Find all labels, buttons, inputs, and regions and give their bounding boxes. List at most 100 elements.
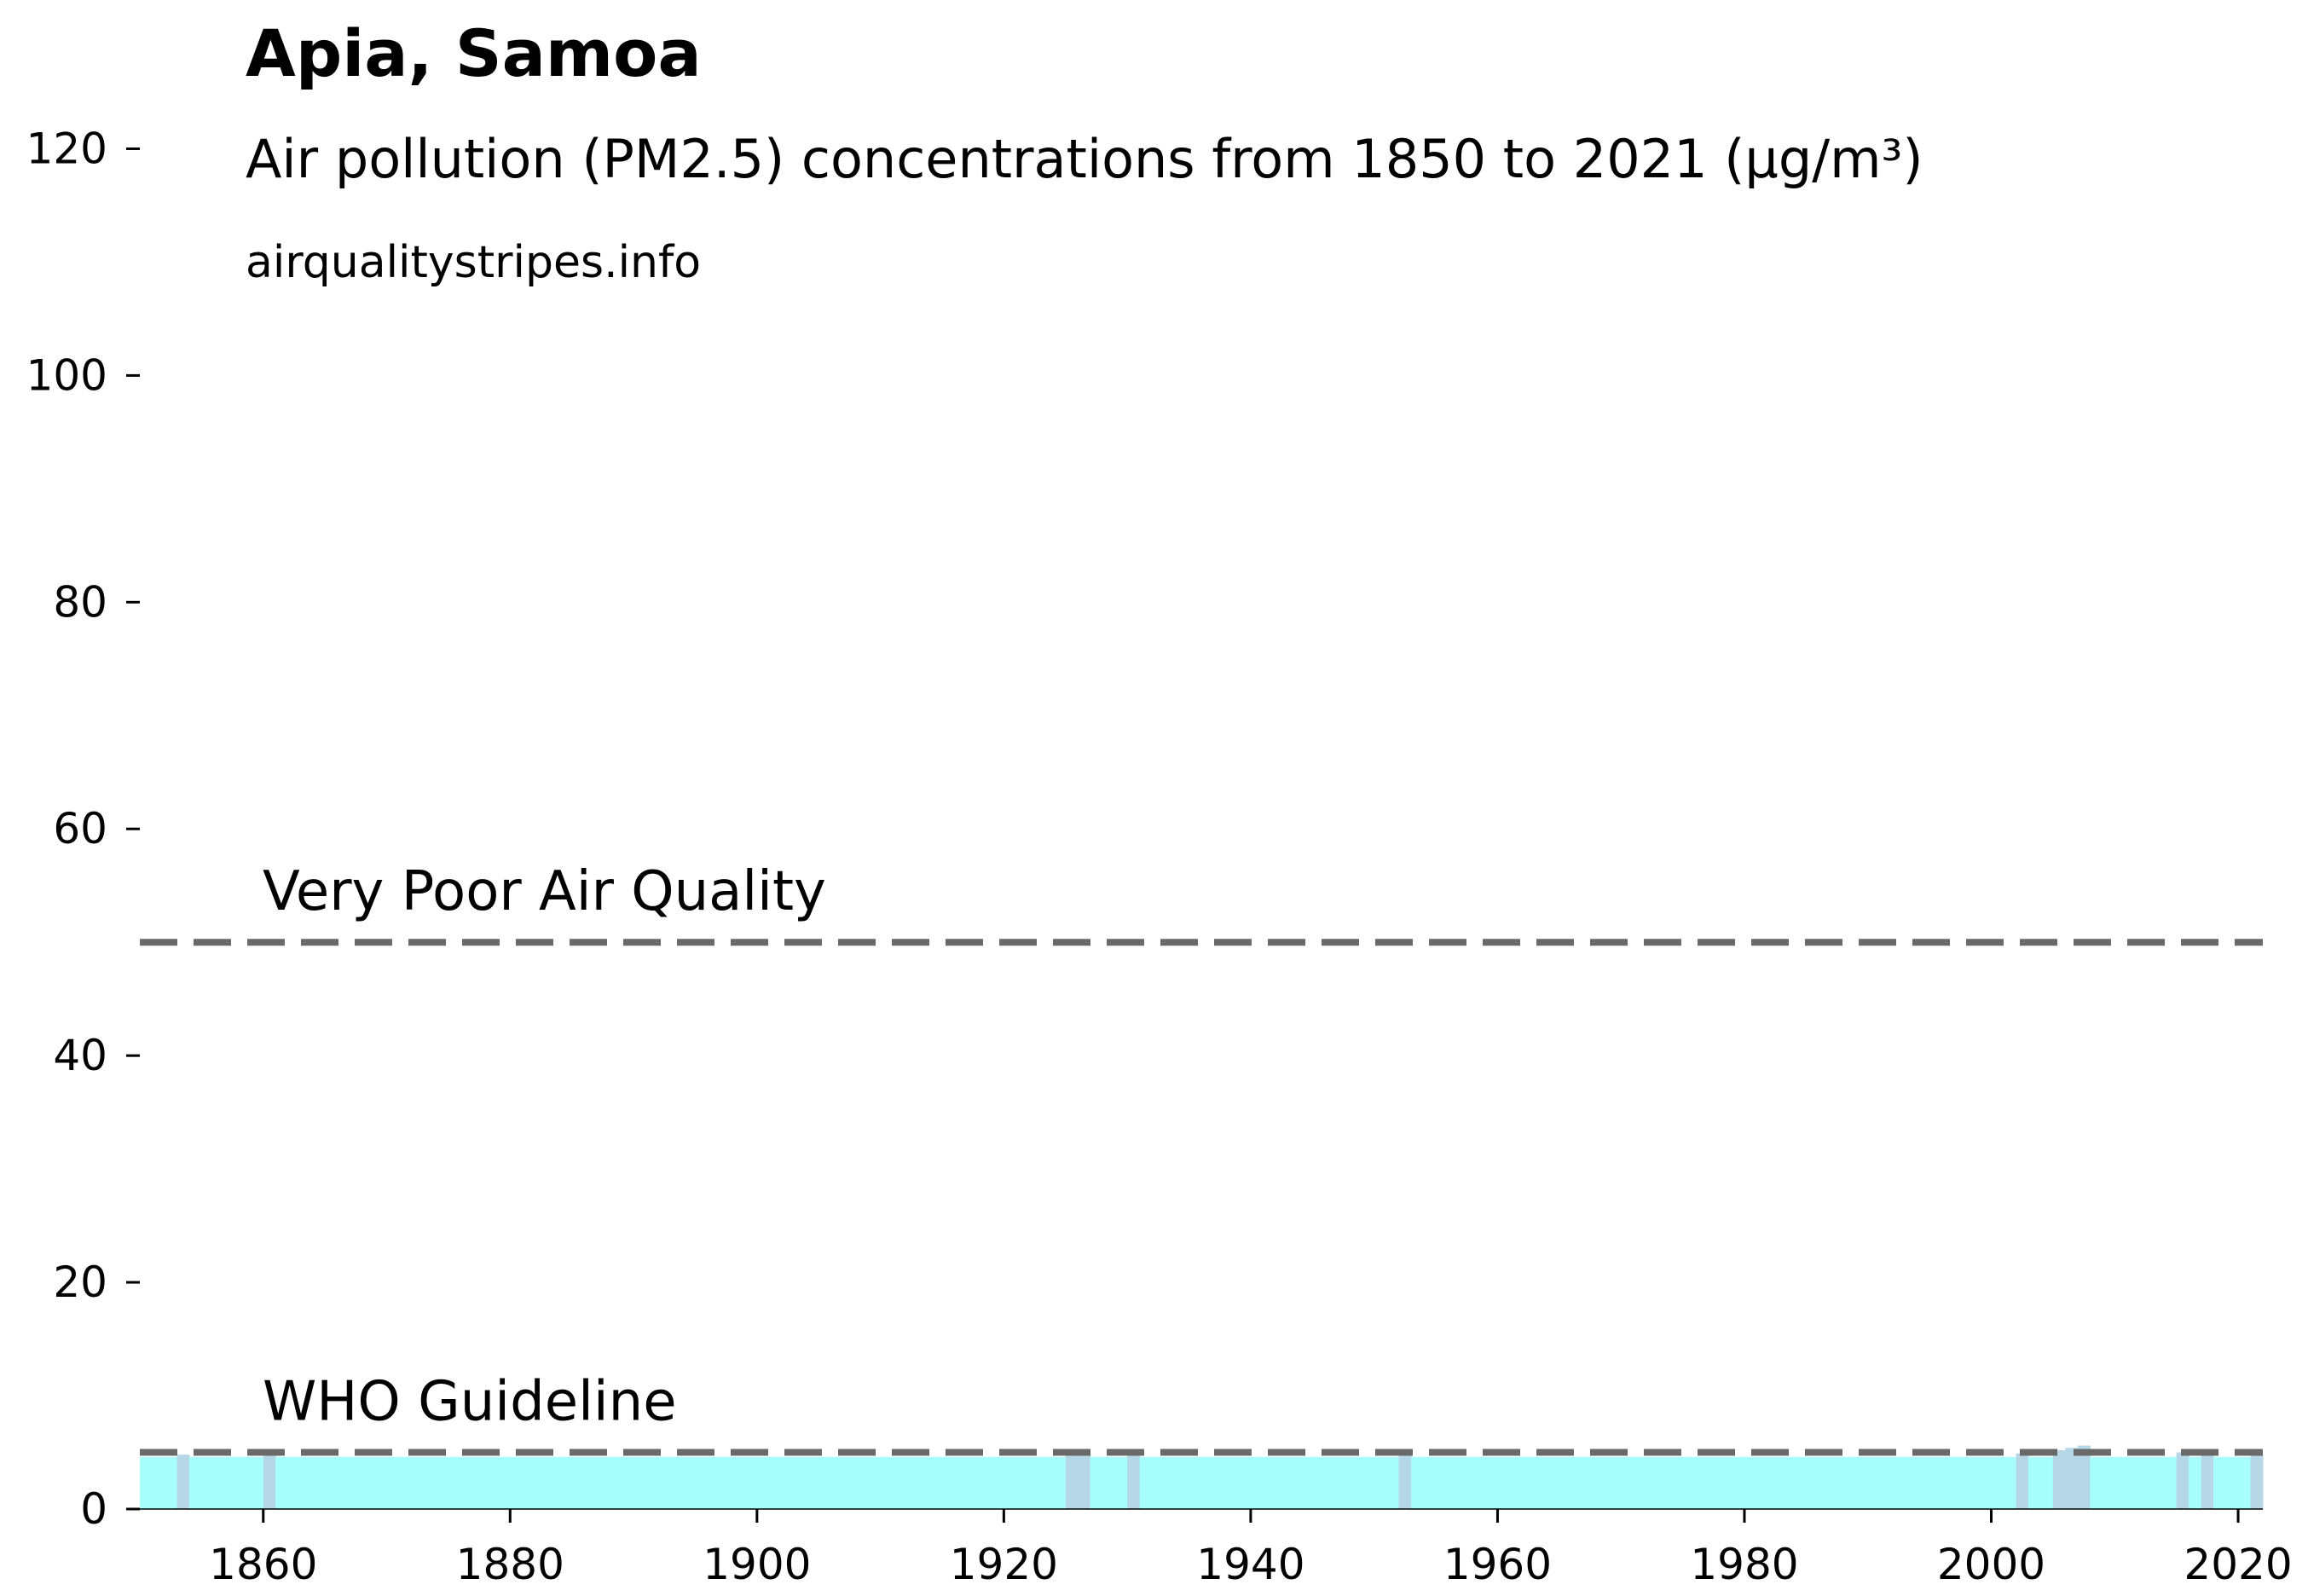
bar-1986 — [1818, 1456, 1831, 1509]
bar-1913 — [917, 1456, 931, 1509]
bar-1988 — [1842, 1456, 1856, 1509]
bar-1974 — [1670, 1456, 1684, 1509]
y-tick-label-60: 60 — [53, 804, 107, 853]
bar-1879 — [497, 1456, 511, 1509]
bar-1903 — [794, 1456, 807, 1509]
bar-1887 — [596, 1456, 610, 1509]
bar-1925 — [1065, 1453, 1079, 1509]
bar-1880 — [510, 1456, 523, 1509]
bar-1911 — [893, 1456, 906, 1509]
x-tick-label-1920: 1920 — [950, 1540, 1058, 1589]
bar-1981 — [1756, 1456, 1770, 1509]
bar-1902 — [781, 1456, 795, 1509]
bar-1858 — [238, 1456, 252, 1509]
bar-1868 — [362, 1456, 375, 1509]
bar-1916 — [954, 1456, 968, 1509]
bar-1992 — [1892, 1456, 1906, 1509]
bar-1855 — [201, 1456, 215, 1509]
x-tick-label-1940: 1940 — [1196, 1540, 1304, 1589]
y-tick-label-20: 20 — [53, 1258, 107, 1307]
bar-1863 — [300, 1456, 314, 1509]
bar-1977 — [1707, 1456, 1721, 1509]
bar-2007 — [2077, 1445, 2091, 1509]
bar-1928 — [1102, 1456, 1116, 1509]
bar-2008 — [2090, 1456, 2103, 1509]
bar-1859 — [251, 1456, 264, 1509]
bar-1982 — [1768, 1456, 1783, 1509]
bar-1940 — [1250, 1456, 1264, 1509]
bar-1942 — [1275, 1456, 1288, 1509]
bar-1951 — [1386, 1456, 1400, 1509]
bar-1978 — [1720, 1456, 1733, 1509]
bar-1856 — [213, 1456, 227, 1509]
bar-1906 — [830, 1456, 844, 1509]
bar-1953 — [1411, 1456, 1425, 1509]
bar-1904 — [806, 1456, 819, 1509]
bar-1921 — [1015, 1456, 1029, 1509]
reference-label-0: Very Poor Air Quality — [263, 860, 826, 923]
bar-1893 — [670, 1456, 684, 1509]
bar-1871 — [399, 1456, 413, 1509]
bar-1882 — [535, 1456, 548, 1509]
bar-1896 — [707, 1456, 721, 1509]
bars-group — [140, 1445, 2264, 1509]
bar-1867 — [350, 1456, 363, 1509]
bar-2017 — [2201, 1452, 2214, 1509]
bar-1864 — [312, 1456, 326, 1509]
bar-1947 — [1337, 1456, 1351, 1509]
bar-1923 — [1040, 1456, 1054, 1509]
reference-label-1: WHO Guideline — [263, 1371, 677, 1434]
y-tick-label-120: 120 — [26, 124, 107, 173]
x-tick-label-1960: 1960 — [1443, 1540, 1552, 1589]
bar-1860 — [263, 1454, 276, 1509]
y-tick-label-40: 40 — [53, 1031, 107, 1080]
bar-1958 — [1472, 1456, 1486, 1509]
bar-1959 — [1484, 1456, 1499, 1509]
bar-1972 — [1646, 1456, 1659, 1509]
bar-1872 — [411, 1456, 425, 1509]
x-tick-label-1980: 1980 — [1690, 1540, 1798, 1589]
bar-1993 — [1905, 1456, 1918, 1509]
bar-1894 — [682, 1456, 697, 1509]
bar-1949 — [1362, 1456, 1375, 1509]
bar-1919 — [991, 1456, 1004, 1509]
bar-1873 — [423, 1456, 437, 1509]
bar-1857 — [226, 1456, 240, 1509]
bar-1945 — [1312, 1456, 1326, 1509]
bar-1937 — [1213, 1456, 1227, 1509]
bar-1885 — [571, 1456, 585, 1509]
bar-1909 — [868, 1456, 882, 1509]
bar-1908 — [855, 1456, 869, 1509]
bar-1976 — [1695, 1456, 1709, 1509]
bar-1869 — [374, 1456, 388, 1509]
bar-1886 — [584, 1456, 598, 1509]
bar-1938 — [1225, 1456, 1240, 1509]
bar-1985 — [1806, 1456, 1819, 1509]
x-tick-label-1880: 1880 — [456, 1540, 564, 1589]
bar-2005 — [2052, 1449, 2066, 1509]
bar-2001 — [2003, 1456, 2017, 1509]
bar-1934 — [1177, 1456, 1190, 1509]
x-tick-label-2020: 2020 — [2184, 1540, 2292, 1589]
bar-1975 — [1682, 1456, 1696, 1509]
bar-1952 — [1398, 1454, 1412, 1509]
bar-1927 — [1090, 1456, 1103, 1509]
bar-2012 — [2139, 1456, 2153, 1509]
axes-group: 0 20 40 60 80 100 120 1860 1880 1900 1920 1940 1960 1… — [26, 124, 2293, 1589]
bar-1897 — [720, 1456, 733, 1509]
bar-1883 — [547, 1456, 560, 1509]
bar-1890 — [633, 1456, 647, 1509]
bar-1892 — [658, 1456, 672, 1509]
bar-2000 — [1991, 1456, 2004, 1509]
bar-1998 — [1966, 1456, 1980, 1509]
bar-1983 — [1781, 1456, 1795, 1509]
reference-lines: Very Poor Air Quality WHO Guideline — [140, 860, 2263, 1456]
bar-1930 — [1127, 1454, 1141, 1509]
bar-1924 — [1053, 1456, 1067, 1509]
bar-1888 — [609, 1456, 622, 1509]
bar-1852 — [164, 1456, 178, 1509]
bar-1891 — [645, 1456, 659, 1509]
bar-1915 — [941, 1456, 956, 1509]
bar-1943 — [1287, 1456, 1301, 1509]
bar-1995 — [1929, 1456, 1943, 1509]
